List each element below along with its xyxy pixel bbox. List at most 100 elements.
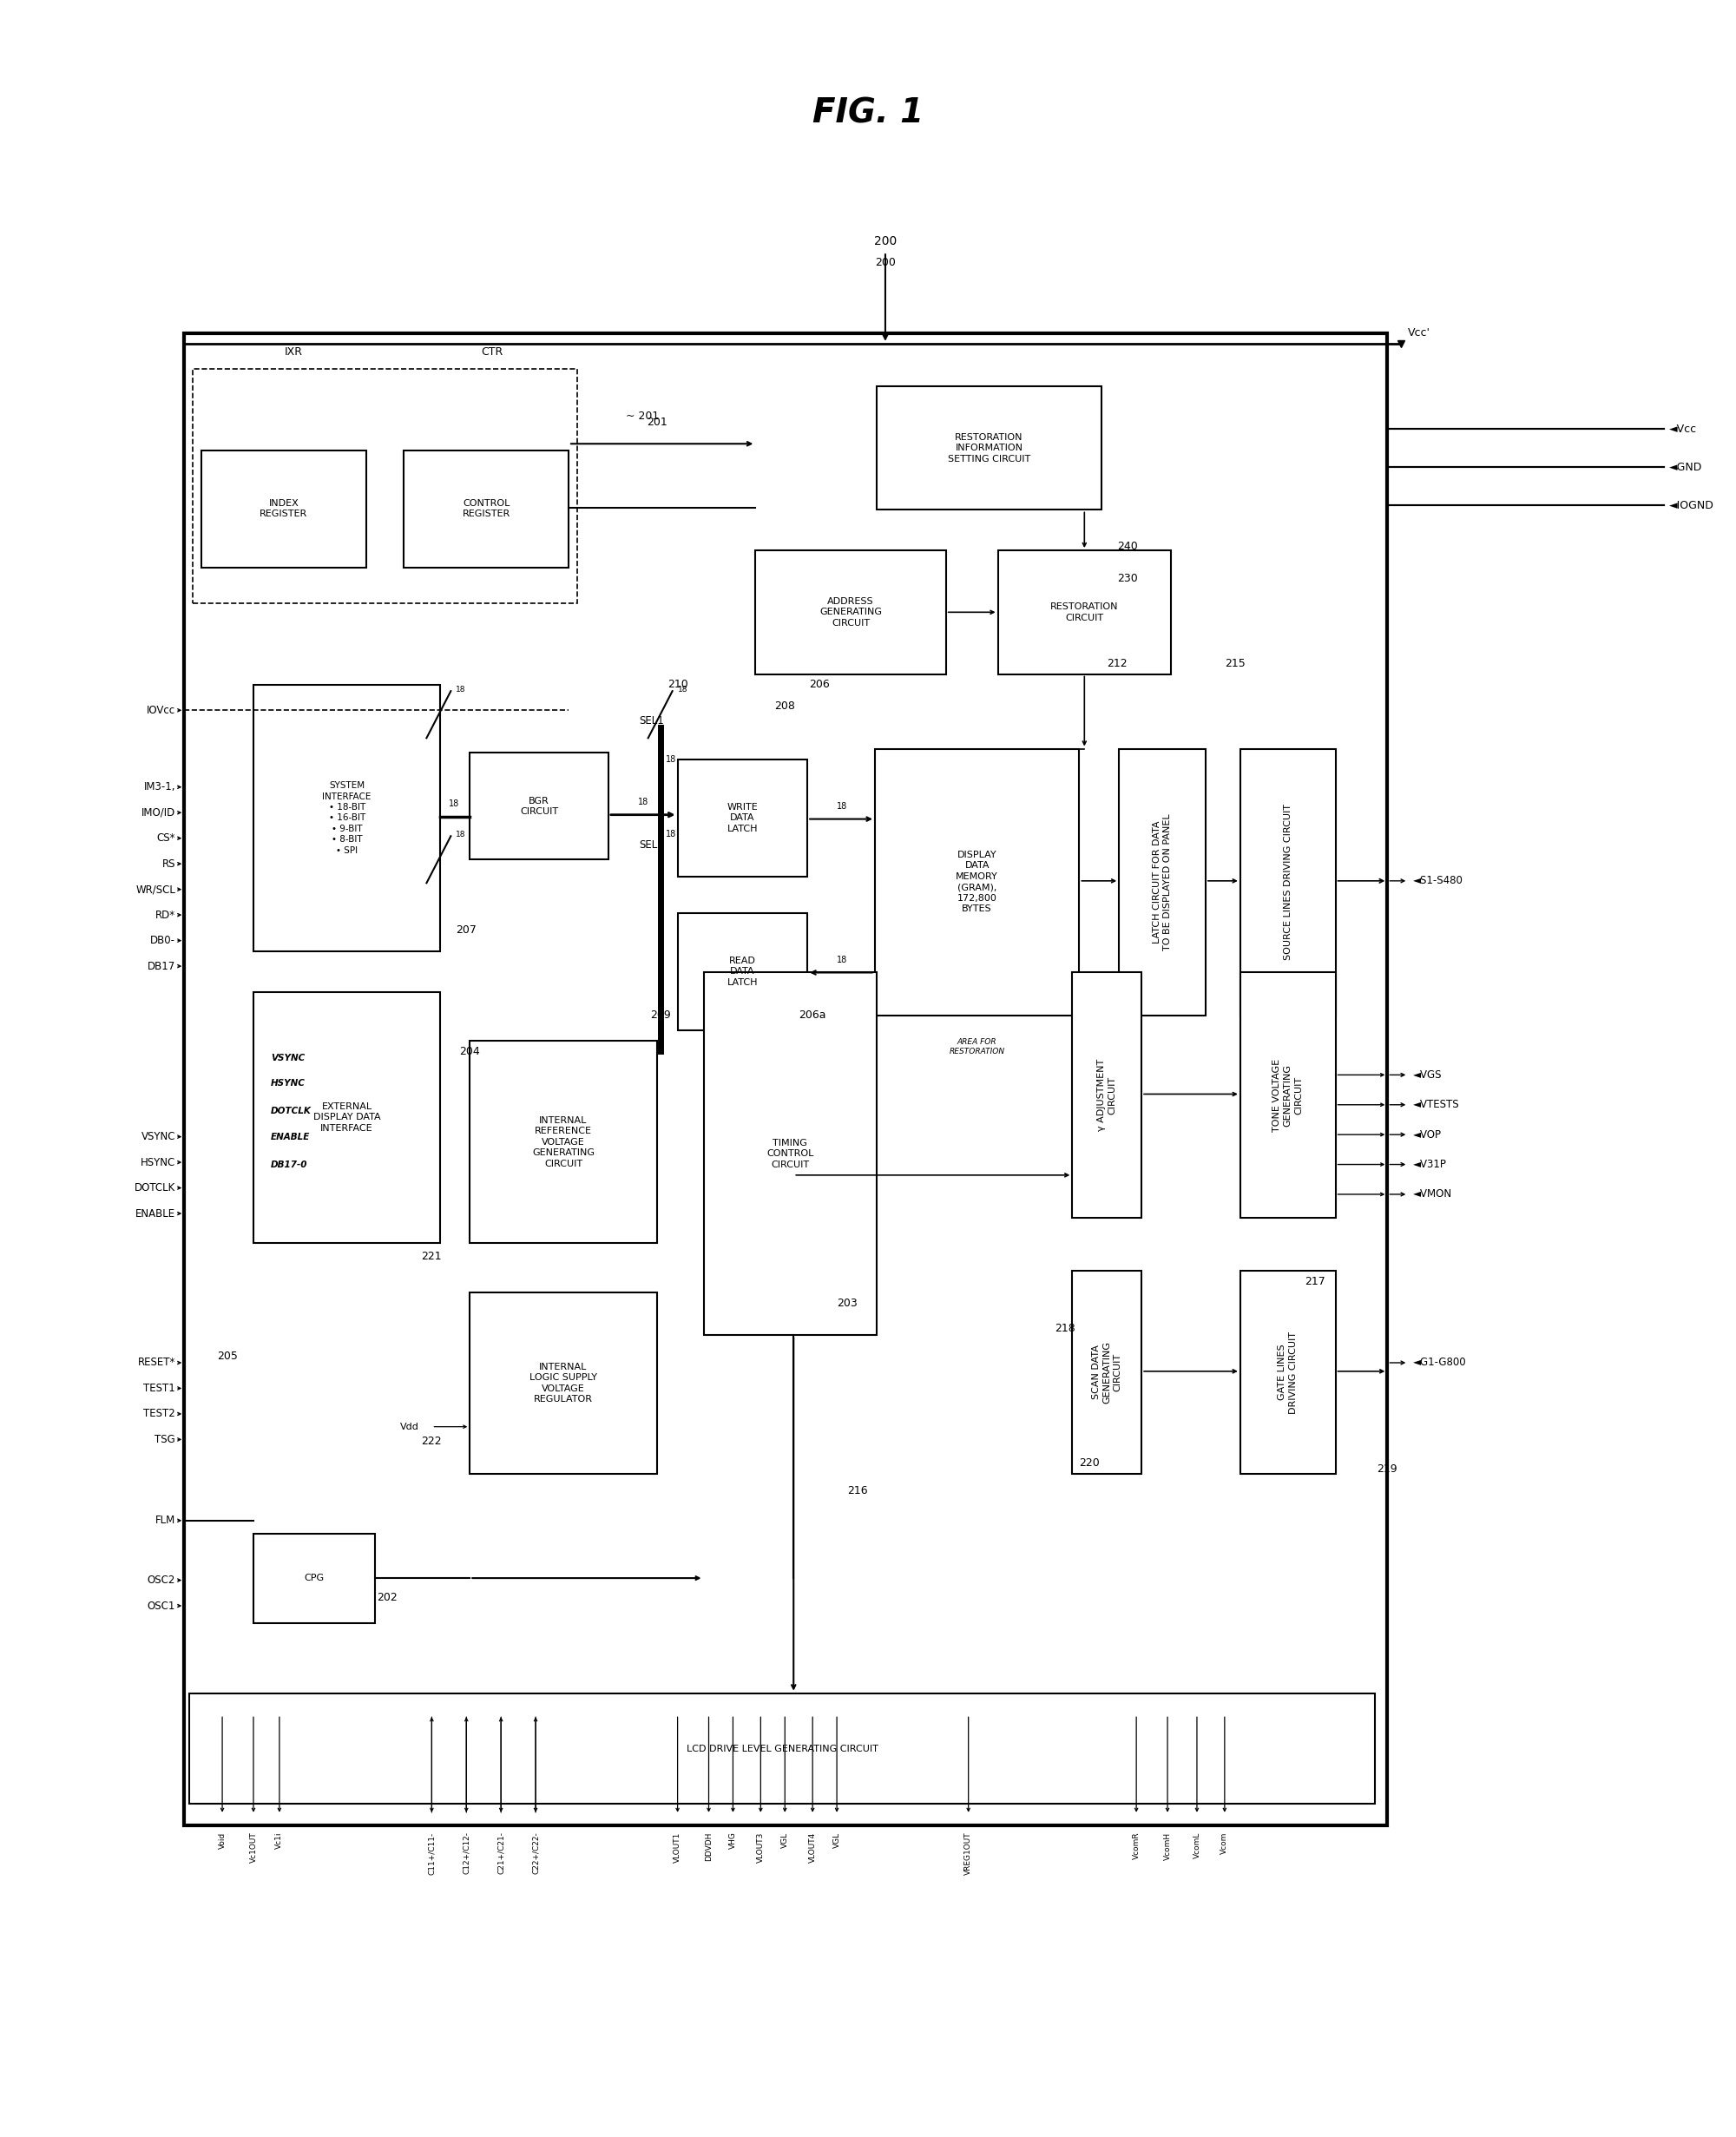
Text: 18: 18: [665, 754, 675, 763]
Text: DOTCLK: DOTCLK: [134, 1182, 175, 1195]
Text: 230: 230: [1118, 573, 1139, 583]
Text: CONTROL
REGISTER: CONTROL REGISTER: [462, 500, 510, 519]
Text: 18: 18: [665, 829, 675, 838]
Text: 18: 18: [457, 686, 465, 692]
Text: 18: 18: [837, 801, 847, 810]
Text: 200: 200: [875, 256, 896, 267]
Text: 18: 18: [837, 955, 847, 964]
Text: IOVcc: IOVcc: [148, 705, 175, 716]
Text: VLOUT4: VLOUT4: [809, 1831, 816, 1863]
Text: AREA FOR
RESTORATION: AREA FOR RESTORATION: [950, 1039, 1005, 1056]
Text: TEST1: TEST1: [144, 1383, 175, 1393]
Text: Vcom: Vcom: [1220, 1831, 1229, 1853]
Bar: [404, 451, 568, 568]
Text: RESET*: RESET*: [137, 1357, 175, 1368]
Bar: [1073, 972, 1142, 1218]
Text: ◄G1-G800: ◄G1-G800: [1413, 1357, 1467, 1368]
Text: DISPLAY
DATA
MEMORY
(GRAM),
172,800
BYTES: DISPLAY DATA MEMORY (GRAM), 172,800 BYTE…: [957, 851, 998, 912]
Text: ◄V31P: ◄V31P: [1413, 1158, 1448, 1171]
Text: DB17-0: DB17-0: [271, 1160, 307, 1169]
Text: 18: 18: [450, 799, 460, 808]
Text: SEL2: SEL2: [639, 840, 665, 851]
Bar: [755, 551, 946, 673]
Text: VGL: VGL: [781, 1831, 788, 1849]
Bar: [1240, 1272, 1335, 1475]
Text: 217: 217: [1304, 1276, 1325, 1286]
Text: 216: 216: [847, 1485, 868, 1496]
Text: READ
DATA
LATCH: READ DATA LATCH: [727, 957, 759, 987]
Text: 205: 205: [217, 1351, 238, 1361]
Text: Vcc': Vcc': [1408, 327, 1430, 338]
Text: VLOUT1: VLOUT1: [674, 1831, 682, 1863]
Text: SCAN DATA
GENERATING
CIRCUIT: SCAN DATA GENERATING CIRCUIT: [1092, 1342, 1121, 1404]
Text: γ ADJUSTMENT
CIRCUIT: γ ADJUSTMENT CIRCUIT: [1097, 1060, 1116, 1130]
Text: 200: 200: [873, 235, 898, 248]
Text: ENABLE: ENABLE: [271, 1133, 311, 1141]
Text: TONE VOLTAGE
GENERATING
CIRCUIT: TONE VOLTAGE GENERATING CIRCUIT: [1272, 1058, 1304, 1133]
Text: DB0-: DB0-: [151, 934, 175, 947]
Text: DDVDH: DDVDH: [705, 1831, 713, 1861]
Bar: [253, 684, 441, 951]
Text: C22+/C22-: C22+/C22-: [531, 1831, 540, 1874]
Text: CS*: CS*: [156, 833, 175, 844]
Bar: [470, 1041, 656, 1244]
Text: 218: 218: [1055, 1323, 1076, 1333]
Text: ENABLE: ENABLE: [135, 1207, 175, 1218]
Text: 212: 212: [1108, 658, 1128, 669]
Text: CPG: CPG: [304, 1573, 325, 1581]
Bar: [677, 759, 807, 876]
Bar: [703, 972, 877, 1336]
Bar: [875, 748, 1080, 1015]
Bar: [1120, 748, 1205, 1015]
Text: C12+/C12-: C12+/C12-: [462, 1831, 470, 1874]
Text: WRITE
DATA
LATCH: WRITE DATA LATCH: [727, 804, 759, 833]
Text: C21+/C21-: C21+/C21-: [496, 1831, 505, 1874]
Text: 215: 215: [1224, 658, 1245, 669]
Text: 202: 202: [377, 1592, 398, 1603]
Text: SYSTEM
INTERFACE
• 18-BIT
• 16-BIT
• 9-BIT
• 8-BIT
• SPI: SYSTEM INTERFACE • 18-BIT • 16-BIT • 9-B…: [323, 782, 372, 855]
Text: ADDRESS
GENERATING
CIRCUIT: ADDRESS GENERATING CIRCUIT: [819, 596, 882, 628]
Text: VSYNC: VSYNC: [271, 1054, 306, 1062]
Text: 222: 222: [422, 1436, 443, 1447]
Text: OSC2: OSC2: [148, 1575, 175, 1586]
Text: VGL: VGL: [833, 1831, 840, 1849]
Bar: [1240, 972, 1335, 1218]
Text: C11+/C11-: C11+/C11-: [427, 1831, 436, 1874]
Text: 204: 204: [460, 1045, 481, 1058]
Text: VSYNC: VSYNC: [141, 1130, 175, 1143]
Text: IMO/ID: IMO/ID: [141, 808, 175, 818]
Text: RESTORATION
CIRCUIT: RESTORATION CIRCUIT: [1050, 603, 1118, 622]
Text: ◄VGS: ◄VGS: [1413, 1068, 1443, 1081]
Text: FLM: FLM: [155, 1515, 175, 1526]
Bar: [253, 992, 441, 1244]
Bar: [253, 1534, 375, 1622]
Bar: [470, 752, 608, 859]
Text: VcomR: VcomR: [1132, 1831, 1141, 1859]
Text: OSC1: OSC1: [148, 1601, 175, 1611]
Text: VREG1OUT: VREG1OUT: [965, 1831, 972, 1874]
Text: HSYNC: HSYNC: [141, 1156, 175, 1169]
Bar: [998, 551, 1172, 673]
Text: FIG. 1: FIG. 1: [812, 96, 924, 130]
Text: BGR
CIRCUIT: BGR CIRCUIT: [519, 797, 559, 816]
Text: 207: 207: [457, 925, 477, 936]
Text: ◄GND: ◄GND: [1670, 462, 1703, 472]
Text: 219: 219: [1377, 1464, 1397, 1475]
Text: Void: Void: [219, 1831, 226, 1849]
Text: TIMING
CONTROL
CIRCUIT: TIMING CONTROL CIRCUIT: [767, 1139, 814, 1169]
Text: Vc1i: Vc1i: [276, 1831, 283, 1849]
Text: HSYNC: HSYNC: [271, 1079, 306, 1088]
Bar: [1240, 748, 1335, 1015]
Text: WR/SCL: WR/SCL: [135, 885, 175, 895]
Text: SEL1: SEL1: [639, 716, 665, 727]
Text: LATCH CIRCUIT FOR DATA
TO BE DISPLAYED ON PANEL: LATCH CIRCUIT FOR DATA TO BE DISPLAYED O…: [1153, 814, 1172, 951]
Text: INTERNAL
LOGIC SUPPLY
VOLTAGE
REGULATOR: INTERNAL LOGIC SUPPLY VOLTAGE REGULATOR: [529, 1363, 597, 1404]
Text: 209: 209: [649, 1009, 670, 1021]
Text: ◄S1-S480: ◄S1-S480: [1413, 876, 1463, 887]
Bar: [1073, 1272, 1142, 1475]
Text: SOURCE LINES DRIVING CIRCUIT: SOURCE LINES DRIVING CIRCUIT: [1283, 804, 1292, 960]
Text: 206: 206: [809, 680, 830, 690]
Text: 221: 221: [422, 1250, 443, 1261]
Text: DB17: DB17: [148, 960, 175, 972]
Text: VcomL: VcomL: [1193, 1831, 1201, 1859]
